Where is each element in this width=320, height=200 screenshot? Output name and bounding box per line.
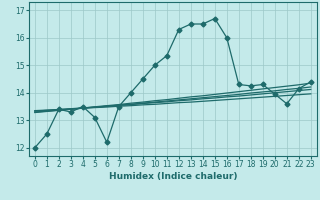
X-axis label: Humidex (Indice chaleur): Humidex (Indice chaleur) bbox=[108, 172, 237, 181]
